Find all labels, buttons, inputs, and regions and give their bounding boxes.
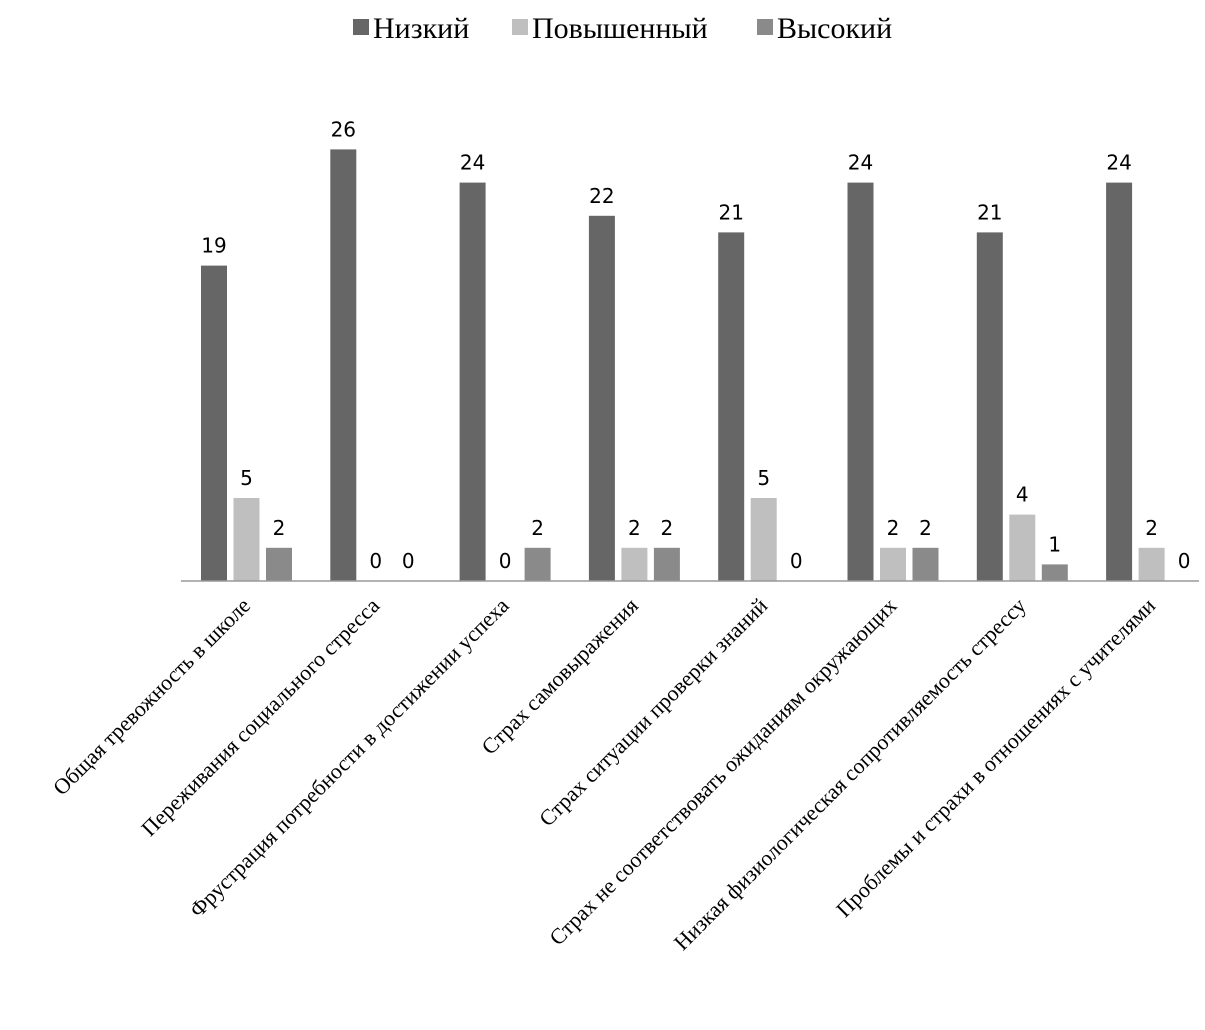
bar	[976, 232, 1003, 581]
bar	[718, 232, 745, 581]
data-label: 26	[331, 117, 356, 141]
data-label: 2	[887, 516, 900, 540]
data-label: 2	[1145, 516, 1158, 540]
bar	[266, 547, 292, 581]
bar	[621, 547, 648, 581]
bar	[1106, 182, 1133, 581]
legend: Низкий Повышенный Высокий	[353, 12, 892, 45]
data-label: 21	[977, 200, 1002, 224]
data-label: 2	[273, 516, 286, 540]
data-label: 21	[718, 200, 743, 224]
data-label: 5	[757, 466, 770, 490]
bar	[1041, 564, 1068, 581]
data-label: 0	[1178, 549, 1191, 573]
data-label: 0	[790, 549, 803, 573]
bar	[459, 182, 486, 581]
bar	[588, 215, 615, 582]
bar	[524, 547, 551, 581]
bar	[847, 182, 874, 581]
legend-label: Высокий	[777, 12, 892, 45]
data-label: 0	[499, 549, 512, 573]
data-label: 0	[402, 549, 415, 573]
data-label: 24	[848, 151, 873, 175]
bar	[880, 547, 906, 581]
legend-label: Низкий	[373, 12, 469, 45]
data-label: 1	[1048, 532, 1061, 556]
bar	[201, 265, 227, 581]
bars	[201, 149, 1165, 582]
legend-label: Повышенный	[532, 12, 708, 45]
bar	[233, 498, 260, 581]
data-label: 24	[460, 151, 485, 175]
data-label: 2	[628, 516, 641, 540]
bar	[653, 547, 680, 581]
data-label: 0	[369, 549, 382, 573]
bar	[1138, 547, 1165, 581]
legend-swatch	[353, 19, 369, 35]
data-label: 2	[661, 516, 674, 540]
legend-swatch	[512, 19, 528, 35]
x-tick-label: Переживания социального стресса	[136, 593, 384, 841]
data-label: 2	[919, 516, 932, 540]
data-label: 24	[1106, 151, 1131, 175]
bar	[750, 498, 777, 581]
data-label: 5	[240, 466, 253, 490]
data-label: 19	[201, 234, 226, 258]
bar	[330, 149, 357, 581]
bar	[1009, 514, 1036, 581]
data-label: 22	[589, 184, 614, 208]
legend-swatch	[757, 19, 773, 35]
data-label: 2	[531, 516, 544, 540]
bar	[912, 547, 939, 581]
data-label: 4	[1016, 483, 1029, 507]
x-tick-label: Страх ситуации проверки знаний	[534, 593, 772, 831]
